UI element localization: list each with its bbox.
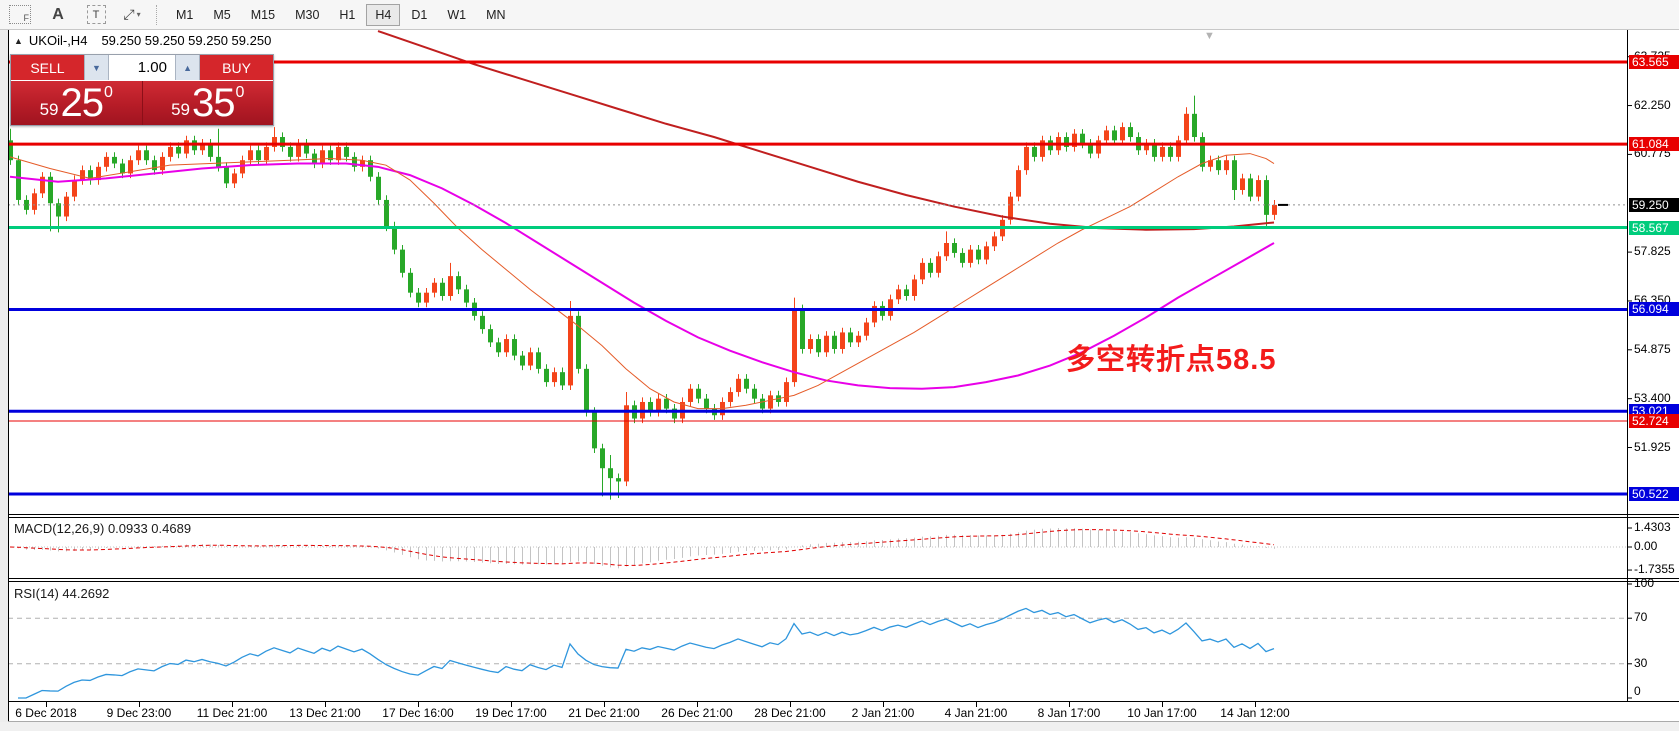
date-label[interactable]: 6 Dec 2018: [15, 706, 77, 720]
ohlc-quotes: 59.250 59.250 59.250 59.250: [101, 33, 272, 48]
price-badge: 58.567: [1629, 220, 1679, 235]
one-click-trade-panel: SELL ▼ ▲ BUY 59 25 0 59 35 0: [10, 54, 274, 126]
date-label[interactable]: 17 Dec 16:00: [382, 706, 454, 720]
rsi-plot[interactable]: [8, 607, 1627, 699]
chart-shift-marker-icon[interactable]: ▼: [1204, 30, 1215, 42]
cursor-arrows-tool-icon[interactable]: ⤢ ▾: [120, 4, 144, 26]
date-label[interactable]: 8 Jan 17:00: [1037, 706, 1101, 720]
buy-price-tile[interactable]: 59 35 0: [142, 81, 273, 125]
rsi-indicator-label: RSI(14) 44.2692: [14, 586, 110, 601]
volume-increase-button[interactable]: ▲: [175, 55, 201, 80]
price-badge: 59.250: [1629, 197, 1679, 212]
sell-price-prefix: 59: [39, 100, 59, 119]
buy-price-main: 35: [192, 81, 235, 125]
rsi-axis-label: 30: [1634, 655, 1648, 670]
crosshair-grid-tool-icon[interactable]: F: [8, 4, 32, 26]
date-label[interactable]: 4 Jan 21:00: [944, 706, 1008, 720]
sell-price-pip: 0: [104, 84, 113, 101]
rsi-axis-label: 70: [1634, 610, 1648, 625]
price-tick-label: 51.925: [1634, 439, 1671, 454]
price-tick-label: 62.250: [1634, 97, 1671, 112]
f-letter: F: [23, 13, 30, 23]
price-tick-label: 54.875: [1634, 341, 1671, 356]
timeframe-button-H1[interactable]: H1: [339, 7, 356, 22]
text-box-tool-icon[interactable]: T: [84, 4, 108, 26]
price-plot[interactable]: [8, 30, 1627, 500]
ma-fast-orange: [9, 153, 1275, 410]
timeframe-button-H4[interactable]: H4: [366, 3, 401, 26]
chart-symbol-title: ▲ UKOil-,H4 59.250 59.250 59.250 59.250: [14, 33, 271, 48]
date-label[interactable]: 14 Jan 12:00: [1220, 706, 1290, 720]
text-label-tool-icon[interactable]: A: [52, 5, 64, 23]
date-label[interactable]: 21 Dec 21:00: [568, 706, 640, 720]
collapse-arrow-icon[interactable]: ▲: [14, 35, 23, 46]
timeframe-group: M1 M5 M15 M30 H1 H4 D1 W1 MN: [166, 3, 516, 26]
date-label[interactable]: 9 Dec 23:00: [106, 706, 172, 720]
buy-price-pip: 0: [235, 84, 245, 101]
ma-long-red: [377, 30, 1275, 231]
macd-plot[interactable]: [8, 528, 1627, 569]
timeframe-button-M15[interactable]: M15: [250, 7, 276, 22]
rsi-axis-label: 0: [1634, 684, 1641, 698]
sell-price-main: 25: [60, 81, 104, 125]
date-label[interactable]: 10 Jan 17:00: [1127, 706, 1197, 720]
date-label[interactable]: 28 Dec 21:00: [754, 706, 826, 720]
date-label[interactable]: 26 Dec 21:00: [661, 706, 733, 720]
timeframe-button-M30[interactable]: M30: [295, 7, 320, 22]
price-badge: 61.084: [1629, 137, 1679, 152]
macd-axis-label: 1.4303: [1634, 520, 1671, 534]
buy-price-prefix: 59: [171, 100, 190, 119]
window-bottom-edge: [0, 722, 1679, 731]
price-tick-label: 53.400: [1634, 390, 1671, 405]
timeframe-button-M5[interactable]: M5: [213, 7, 231, 22]
rsi-line: [18, 607, 1275, 699]
price-badge: 63.565: [1629, 55, 1679, 69]
price-badge: 52.724: [1629, 414, 1679, 429]
timeframe-button-MN[interactable]: MN: [486, 7, 506, 22]
toolbar-separator: [156, 4, 158, 25]
toolbar: F A T ⤢ ▾ M1 M5 M15 M30 H1 H4 D1 W1 MN: [0, 0, 1679, 30]
macd-indicator-label: MACD(12,26,9) 0.0933 0.4689: [14, 521, 192, 536]
window-left-edge: [0, 29, 8, 731]
chevron-down-icon: ▾: [136, 10, 141, 19]
trade-panel-price-row: 59 25 0 59 35 0: [11, 81, 273, 125]
price-badge: 50.522: [1629, 486, 1679, 501]
arrows-glyph: ⤢: [123, 6, 135, 22]
date-label[interactable]: 13 Dec 21:00: [289, 706, 361, 720]
timeframe-button-W1[interactable]: W1: [447, 7, 467, 22]
date-label[interactable]: 2 Jan 21:00: [851, 706, 915, 720]
timeframe-button-M1[interactable]: M1: [176, 7, 194, 22]
rsi-axis-label: 100: [1634, 576, 1655, 590]
volume-decrease-button[interactable]: ▼: [83, 55, 109, 80]
macd-signal-line: [9, 529, 1275, 566]
sell-button[interactable]: SELL: [11, 55, 84, 80]
date-label[interactable]: 19 Dec 17:00: [475, 706, 547, 720]
date-label[interactable]: 11 Dec 21:00: [196, 706, 268, 720]
trade-panel-top-row: SELL ▼ ▲ BUY: [11, 55, 273, 80]
price-badge: 56.094: [1629, 302, 1679, 317]
macd-axis-label: -1.7355: [1634, 562, 1675, 577]
timeframe-button-D1[interactable]: D1: [411, 7, 428, 22]
chart-text-annotation: 多空转折点58.5: [1066, 344, 1277, 376]
volume-input[interactable]: [109, 55, 175, 80]
buy-button[interactable]: BUY: [200, 55, 273, 80]
ma-slow-magenta: [9, 162, 1275, 390]
symbol-period-label: UKOil-,H4: [28, 33, 88, 48]
sell-price-tile[interactable]: 59 25 0: [11, 81, 142, 125]
price-tick-label: 57.825: [1634, 244, 1671, 259]
macd-axis-label: 0.00: [1634, 539, 1658, 553]
t-letter: T: [86, 5, 106, 24]
